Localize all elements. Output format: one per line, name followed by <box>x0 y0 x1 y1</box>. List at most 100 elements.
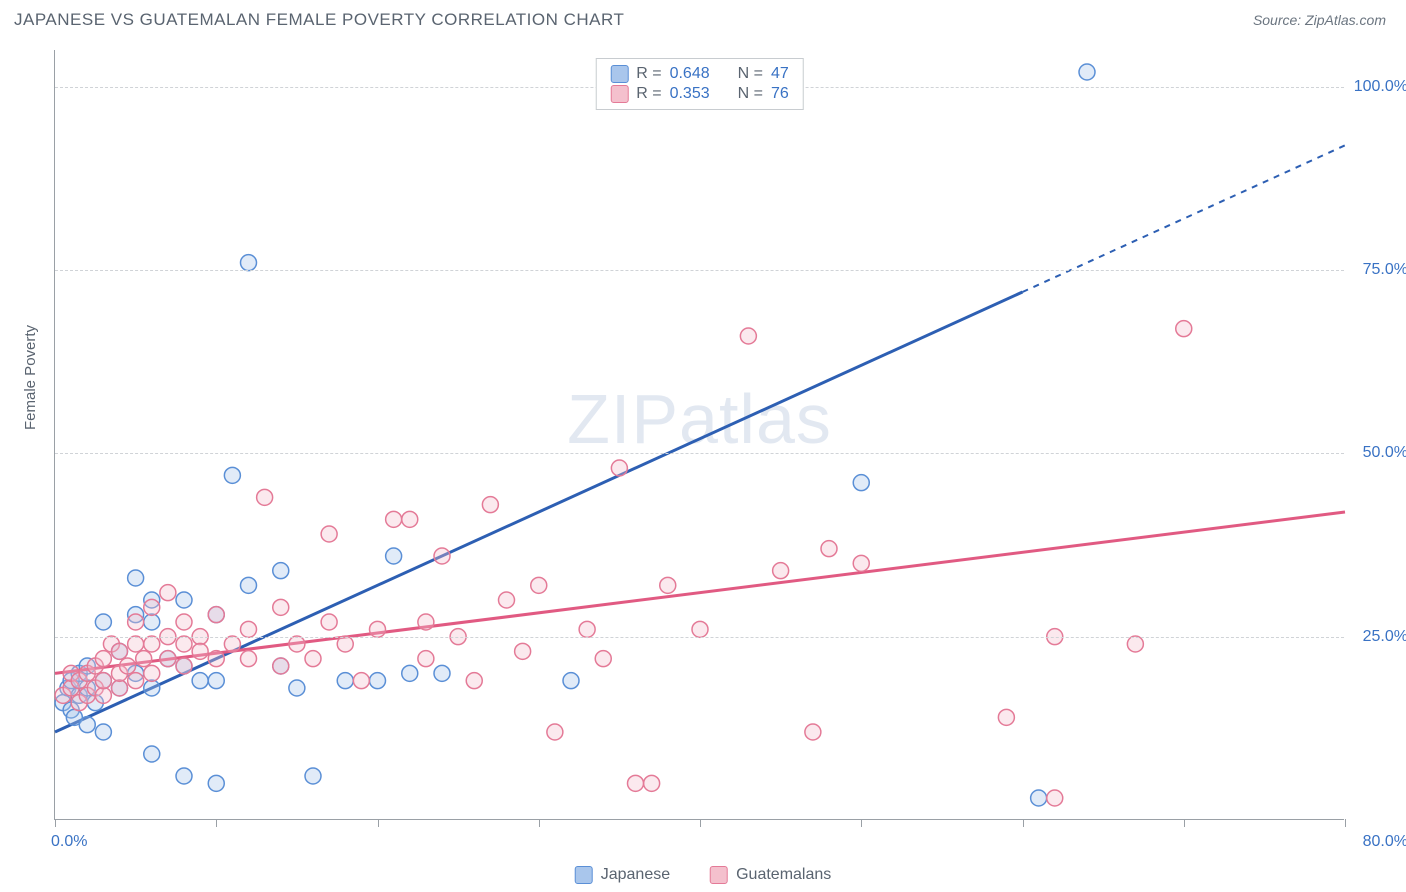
data-point <box>144 614 160 630</box>
data-point <box>773 563 789 579</box>
data-point <box>128 614 144 630</box>
data-point <box>579 621 595 637</box>
x-tick <box>1023 819 1024 827</box>
data-point <box>144 636 160 652</box>
plot-area: ZIPatlas R = 0.648N = 47R = 0.353N = 76 … <box>54 50 1344 820</box>
data-point <box>112 680 128 696</box>
data-point <box>120 658 136 674</box>
data-point <box>128 570 144 586</box>
x-min-label: 0.0% <box>51 833 87 851</box>
legend-label: Guatemalans <box>736 866 831 884</box>
data-point <box>1127 636 1143 652</box>
data-point <box>434 548 450 564</box>
data-point <box>136 651 152 667</box>
data-point <box>144 599 160 615</box>
data-point <box>321 526 337 542</box>
data-point <box>1031 790 1047 806</box>
data-point <box>337 673 353 689</box>
data-point <box>95 651 111 667</box>
data-point <box>353 673 369 689</box>
y-tick-label: 50.0% <box>1363 444 1406 462</box>
data-point <box>160 585 176 601</box>
y-tick-label: 75.0% <box>1363 261 1406 279</box>
data-point <box>144 680 160 696</box>
x-tick <box>861 819 862 827</box>
data-point <box>241 577 257 593</box>
chart-header: JAPANESE VS GUATEMALAN FEMALE POVERTY CO… <box>0 0 1406 36</box>
data-point <box>611 460 627 476</box>
data-point <box>1176 321 1192 337</box>
data-point <box>79 717 95 733</box>
data-point <box>321 614 337 630</box>
legend-stat-row: R = 0.353N = 76 <box>610 85 789 103</box>
legend-n-label: N = <box>738 65 763 83</box>
data-point <box>370 673 386 689</box>
legend-r-value: 0.648 <box>670 65 710 83</box>
y-tick-label: 100.0% <box>1354 78 1406 96</box>
data-point <box>241 621 257 637</box>
data-point <box>176 636 192 652</box>
data-point <box>144 746 160 762</box>
data-point <box>853 475 869 491</box>
gridline <box>55 270 1344 271</box>
data-point <box>273 563 289 579</box>
legend-n-label: N = <box>738 85 763 103</box>
data-point <box>692 621 708 637</box>
data-point <box>386 511 402 527</box>
x-tick <box>216 819 217 827</box>
data-point <box>628 775 644 791</box>
data-point <box>192 643 208 659</box>
data-point <box>418 651 434 667</box>
data-point <box>257 489 273 505</box>
data-point <box>821 541 837 557</box>
source-label: Source: ZipAtlas.com <box>1253 12 1386 28</box>
data-point <box>176 768 192 784</box>
data-point <box>418 614 434 630</box>
legend-r-label: R = <box>636 85 661 103</box>
legend-swatch <box>610 85 628 103</box>
data-point <box>95 687 111 703</box>
x-tick <box>378 819 379 827</box>
data-point <box>208 607 224 623</box>
data-point <box>660 577 676 593</box>
data-point <box>224 636 240 652</box>
data-point <box>95 614 111 630</box>
data-point <box>402 665 418 681</box>
data-point <box>434 665 450 681</box>
data-point <box>305 651 321 667</box>
data-point <box>644 775 660 791</box>
data-point <box>402 511 418 527</box>
data-point <box>740 328 756 344</box>
data-point <box>144 665 160 681</box>
legend-correlation: R = 0.648N = 47R = 0.353N = 76 <box>595 58 804 110</box>
x-tick <box>1345 819 1346 827</box>
legend-swatch <box>710 866 728 884</box>
x-tick <box>700 819 701 827</box>
legend-n-value: 47 <box>771 65 789 83</box>
legend-swatch <box>610 65 628 83</box>
data-point <box>386 548 402 564</box>
data-point <box>273 599 289 615</box>
data-point <box>224 467 240 483</box>
legend-series: JapaneseGuatemalans <box>575 866 832 884</box>
data-point <box>305 768 321 784</box>
data-point <box>208 775 224 791</box>
y-tick-label: 25.0% <box>1363 628 1406 646</box>
data-point <box>998 709 1014 725</box>
data-point <box>515 643 531 659</box>
data-point <box>531 577 547 593</box>
data-point <box>466 673 482 689</box>
legend-r-label: R = <box>636 65 661 83</box>
data-point <box>208 651 224 667</box>
data-point <box>176 614 192 630</box>
data-point <box>241 651 257 667</box>
legend-stat-row: R = 0.648 N = 47 <box>610 65 789 83</box>
legend-r-value: 0.353 <box>670 85 710 103</box>
data-point <box>289 636 305 652</box>
data-point <box>176 658 192 674</box>
data-point <box>176 592 192 608</box>
data-point <box>128 673 144 689</box>
data-point <box>337 636 353 652</box>
data-point <box>95 673 111 689</box>
trend-line <box>55 292 1023 732</box>
